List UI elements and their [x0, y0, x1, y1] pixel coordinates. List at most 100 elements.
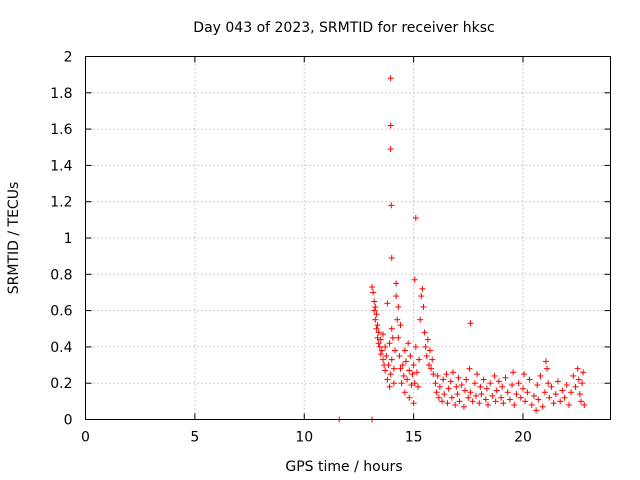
data-point [504, 389, 511, 396]
y-tick-label: 0 [64, 413, 73, 429]
data-point [524, 389, 531, 396]
data-point [412, 215, 419, 222]
data-point [418, 293, 425, 300]
data-point [444, 400, 451, 407]
data-point [544, 365, 551, 372]
y-tick-label: 1.6 [50, 122, 72, 138]
data-point [432, 380, 439, 387]
data-points [336, 75, 588, 423]
data-point [400, 372, 407, 379]
data-point [472, 392, 479, 399]
data-point [382, 367, 389, 374]
data-point [395, 334, 402, 341]
data-point [530, 392, 537, 399]
data-point [521, 371, 528, 378]
data-point [425, 362, 432, 369]
data-point [373, 311, 380, 318]
data-point [515, 380, 522, 387]
data-point [406, 367, 413, 374]
y-tick-label: 1 [64, 231, 73, 247]
data-point [419, 285, 426, 292]
data-point [371, 298, 378, 305]
y-tick-label: 2 [64, 50, 73, 66]
data-point [535, 396, 542, 403]
data-point [581, 401, 588, 408]
data-point [417, 316, 424, 323]
data-point [526, 376, 533, 383]
data-point [474, 371, 481, 378]
data-point [493, 387, 500, 394]
data-point [498, 394, 505, 401]
data-point [559, 387, 566, 394]
data-point [450, 369, 456, 376]
data-point [469, 398, 476, 405]
data-point [443, 371, 450, 378]
data-point [509, 382, 516, 389]
data-point [476, 400, 483, 407]
data-point [411, 380, 418, 387]
data-point [374, 322, 381, 329]
data-point [445, 385, 452, 392]
data-point [510, 369, 517, 376]
data-point [579, 380, 586, 387]
data-point [528, 401, 535, 408]
data-point [386, 340, 393, 347]
data-point [401, 389, 408, 396]
data-point [478, 391, 485, 398]
data-point [386, 383, 393, 390]
data-point [557, 398, 564, 405]
data-point [575, 376, 582, 383]
data-point [548, 383, 555, 390]
y-tick-label: 1.2 [50, 195, 72, 211]
data-point [373, 325, 380, 332]
data-point [388, 202, 395, 209]
data-point [389, 334, 396, 341]
data-point [393, 280, 400, 287]
data-point [467, 389, 474, 396]
data-point [370, 289, 377, 296]
data-point [517, 394, 524, 401]
y-tick-label: 0.8 [50, 267, 72, 283]
data-point [420, 303, 427, 310]
data-point [454, 391, 461, 398]
data-point [411, 276, 418, 283]
data-point [460, 403, 467, 410]
data-point [407, 352, 414, 359]
data-point [483, 385, 490, 392]
data-point [380, 356, 386, 363]
data-point [377, 351, 384, 358]
data-point [513, 391, 520, 398]
data-point [413, 369, 420, 376]
x-axis-label: GPS time / hours [285, 459, 402, 475]
y-tick-label: 0.2 [50, 376, 72, 392]
data-point [430, 371, 437, 378]
x-tick-label: 20 [514, 430, 532, 446]
data-point [383, 352, 390, 359]
data-point [495, 378, 502, 385]
data-point [374, 334, 381, 341]
data-point [533, 407, 540, 414]
data-point [511, 401, 518, 408]
data-point [394, 316, 401, 323]
data-point [372, 303, 379, 310]
data-point [376, 343, 383, 350]
data-point [387, 122, 394, 129]
data-point [402, 358, 409, 365]
data-point [385, 362, 392, 369]
data-point [541, 389, 548, 396]
data-point [412, 343, 419, 350]
x-tick-label: 15 [405, 430, 423, 446]
data-point [550, 400, 557, 407]
data-point [434, 372, 441, 379]
data-point [423, 352, 430, 359]
data-point [375, 340, 382, 347]
data-point [369, 284, 376, 291]
data-point [537, 372, 544, 379]
data-point [500, 400, 507, 407]
data-point [388, 254, 395, 261]
data-point [487, 380, 494, 387]
data-point [439, 398, 446, 405]
data-point [452, 401, 459, 408]
data-point [384, 300, 391, 307]
data-point [447, 378, 454, 385]
